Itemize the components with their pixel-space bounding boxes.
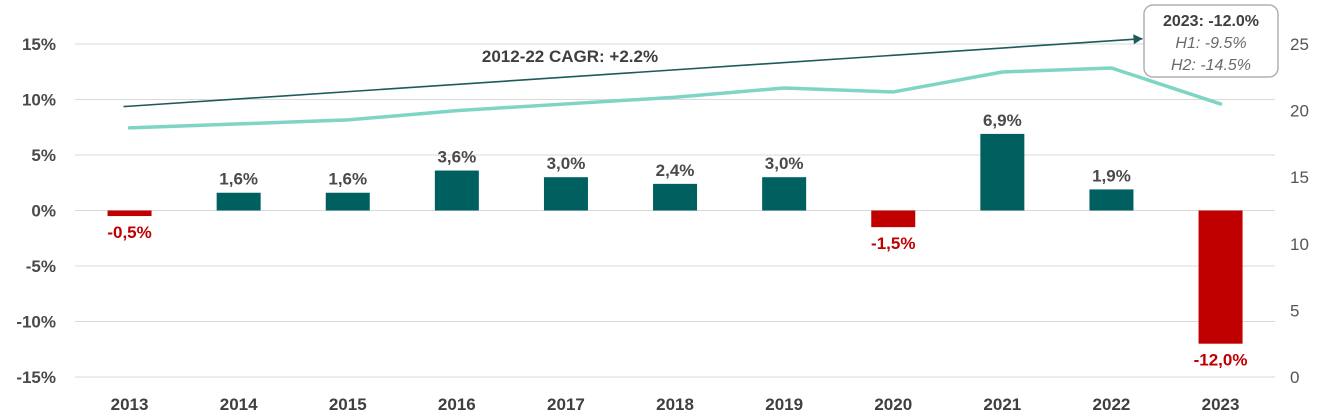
line-series: [127, 66, 1223, 130]
callout-title: 2023: -12.0%: [1163, 13, 1259, 30]
data-label: 6,9%: [983, 111, 1022, 130]
left-tick-label: 15%: [22, 35, 56, 54]
callout-h1: H1: -9.5%: [1175, 35, 1246, 52]
bar-series: [107, 133, 1243, 344]
trend-line: [123, 37, 1143, 108]
cagr-label: 2012-22 CAGR: +2.2%: [482, 47, 658, 66]
left-tick-label: 0%: [31, 202, 56, 221]
bar: [1198, 210, 1243, 344]
gridlines: [75, 43, 1275, 378]
callout-box: [1143, 4, 1279, 78]
bar: [1089, 189, 1134, 211]
bar: [980, 133, 1025, 211]
data-label: 3,0%: [547, 154, 586, 173]
data-label: 3,0%: [765, 154, 804, 173]
data-label: 1,6%: [328, 170, 367, 189]
right-tick-label: 5: [1290, 301, 1299, 320]
x-tick-label: 2013: [111, 395, 149, 414]
callout-h2: H2: -14.5%: [1171, 57, 1251, 74]
bar: [762, 177, 807, 211]
trend-arrowhead: [1133, 34, 1143, 45]
bar: [871, 210, 916, 228]
x-tick-label: 2018: [656, 395, 694, 414]
x-tick-label: 2023: [1202, 395, 1240, 414]
callout: 2023: -12.0% H1: -9.5% H2: -14.5%: [1143, 4, 1279, 78]
right-tick-label: 25: [1290, 35, 1309, 54]
right-tick-label: 15: [1290, 168, 1309, 187]
right-axis: 25 20 15 10 5 0: [1290, 35, 1309, 387]
x-tick-label: 2020: [874, 395, 912, 414]
bar: [216, 192, 261, 211]
bar: [434, 170, 479, 211]
data-label: -0,5%: [107, 223, 151, 242]
data-label: 1,9%: [1092, 166, 1131, 185]
x-tick-label: 2022: [1093, 395, 1131, 414]
data-label: -1,5%: [871, 234, 915, 253]
data-label: 3,6%: [437, 148, 476, 167]
right-tick-label: 0: [1290, 368, 1299, 387]
left-tick-label: 10%: [22, 91, 56, 110]
bar: [107, 210, 152, 217]
left-axis: 15% 10% 5% 0% -5% -10% -15%: [16, 35, 56, 387]
data-label: -12,0%: [1194, 351, 1248, 370]
x-tick-label: 2021: [983, 395, 1021, 414]
x-tick-label: 2017: [547, 395, 585, 414]
left-tick-label: -5%: [26, 257, 56, 276]
right-tick-label: 20: [1290, 102, 1309, 121]
left-tick-label: -10%: [16, 313, 56, 332]
data-label: 1,6%: [219, 170, 258, 189]
bar: [653, 183, 698, 211]
bar: [325, 192, 370, 211]
x-tick-label: 2014: [220, 395, 258, 414]
x-tick-label: 2015: [329, 395, 367, 414]
x-tick-label: 2016: [438, 395, 476, 414]
trend-arrow: [123, 34, 1143, 108]
x-axis: 2013 2014 2015 2016 2017 2018 2019 2020 2021 2022…: [111, 395, 1240, 414]
bar: [543, 177, 588, 211]
data-labels: -0,5% 1,6% 1,6% 3,6% 3,0% 2,4% 3,0% -1,5% 6,9% 1,…: [107, 111, 1247, 370]
data-label: 2,4%: [656, 161, 695, 180]
left-tick-label: -15%: [16, 368, 56, 387]
line-path: [127, 66, 1223, 130]
x-tick-label: 2019: [765, 395, 803, 414]
left-tick-label: 5%: [31, 146, 56, 165]
right-tick-label: 10: [1290, 235, 1309, 254]
